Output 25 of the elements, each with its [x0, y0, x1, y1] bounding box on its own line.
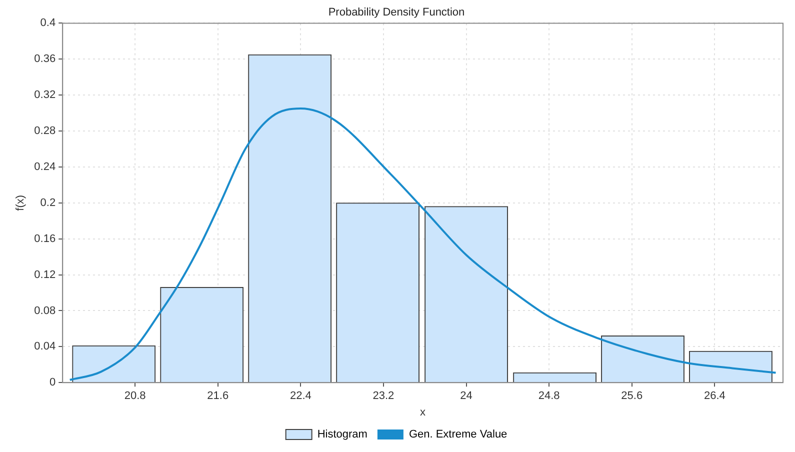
x-tick-label: 22.4 [290, 390, 312, 402]
x-tick-label: 20.8 [124, 390, 146, 402]
y-tick-label: 0 [49, 376, 56, 389]
y-tick-label: 0.4 [40, 17, 56, 30]
y-tick-label: 0.36 [34, 53, 56, 66]
chart-title: Probability Density Function [328, 6, 465, 19]
x-tick-label: 24 [460, 390, 472, 402]
legend-label: Histogram [317, 428, 368, 441]
y-tick-label: 0.16 [34, 232, 56, 245]
y-tick-label: 0.28 [34, 125, 56, 138]
y-tick-label: 0.04 [34, 340, 56, 353]
y-tick-label: 0.32 [34, 89, 56, 102]
x-tick-label: 26.4 [704, 390, 726, 402]
x-tick-label: 24.8 [538, 390, 560, 402]
x-tick-label: 23.2 [372, 390, 394, 402]
legend-label: Gen. Extreme Value [408, 428, 508, 441]
y-tick-label: 0.2 [40, 196, 56, 209]
line-series [68, 108, 777, 381]
y-tick-label: 0.08 [34, 304, 56, 317]
y-tick-label: 0.12 [34, 268, 56, 281]
y-tick-label: 0.24 [34, 160, 56, 173]
x-tick-label: 25.6 [621, 390, 643, 402]
x-tick-label: 21.6 [207, 390, 229, 402]
y-axis-title: f(x) [14, 194, 27, 211]
x-axis-title: x [420, 406, 426, 418]
